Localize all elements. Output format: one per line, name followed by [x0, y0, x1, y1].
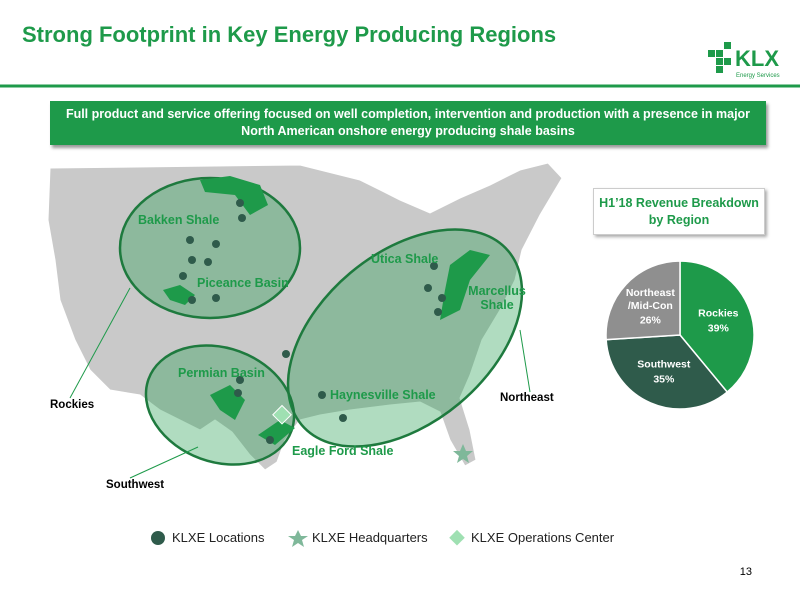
page-number: 13 — [739, 566, 752, 578]
region-label: Rockies — [50, 399, 95, 411]
pie-value-label: 26% — [639, 314, 661, 327]
logo-mark — [708, 42, 731, 73]
basin-label: Permian Basin — [178, 366, 265, 380]
ops-center — [272, 404, 292, 425]
legend-label: KLXE Operations Center — [471, 530, 615, 545]
basin-label: Haynesville Shale — [330, 388, 436, 402]
callout-lines — [69, 287, 531, 479]
pie-title: H1’18 Revenue Breakdown by Region — [593, 188, 765, 235]
pie-category-label: Northeast /Mid-Con — [625, 287, 675, 313]
us-map — [47, 162, 563, 471]
basin-label: Marcellus Shale — [468, 284, 526, 312]
basin-label: Utica Shale — [371, 252, 439, 266]
basin-label: Bakken Shale — [138, 213, 220, 227]
pie-slice — [679, 260, 755, 394]
pie-category-label: Rockies — [698, 307, 739, 320]
legend-label: KLXE Locations — [172, 530, 265, 545]
logo: KLX — [735, 46, 779, 71]
basin-label: Eagle Ford Shale — [292, 444, 394, 458]
hq-star — [453, 444, 473, 463]
legend-diamond — [449, 529, 465, 546]
pie-slice — [605, 334, 729, 410]
banner: Full product and service offering focuse… — [50, 101, 766, 145]
logo-sub: Energy Services — [736, 73, 780, 79]
slide-title: Strong Footprint in Key Energy Producing… — [22, 22, 557, 47]
legend-star — [288, 530, 308, 547]
basin-label: Piceance Basin — [197, 276, 289, 290]
pie-chart — [605, 260, 755, 410]
location-dots — [179, 199, 446, 444]
pie-value-label: 35% — [653, 373, 675, 386]
legend-label: KLXE Headquarters — [312, 530, 428, 545]
region-label: Northeast — [500, 392, 554, 404]
pie-value-label: 39% — [707, 322, 729, 335]
basin-shapes — [163, 176, 490, 445]
pie-category-label: Southwest — [637, 358, 691, 371]
pie-slice — [605, 260, 681, 341]
region-label: Southwest — [106, 479, 165, 491]
legend-dot — [151, 531, 165, 545]
